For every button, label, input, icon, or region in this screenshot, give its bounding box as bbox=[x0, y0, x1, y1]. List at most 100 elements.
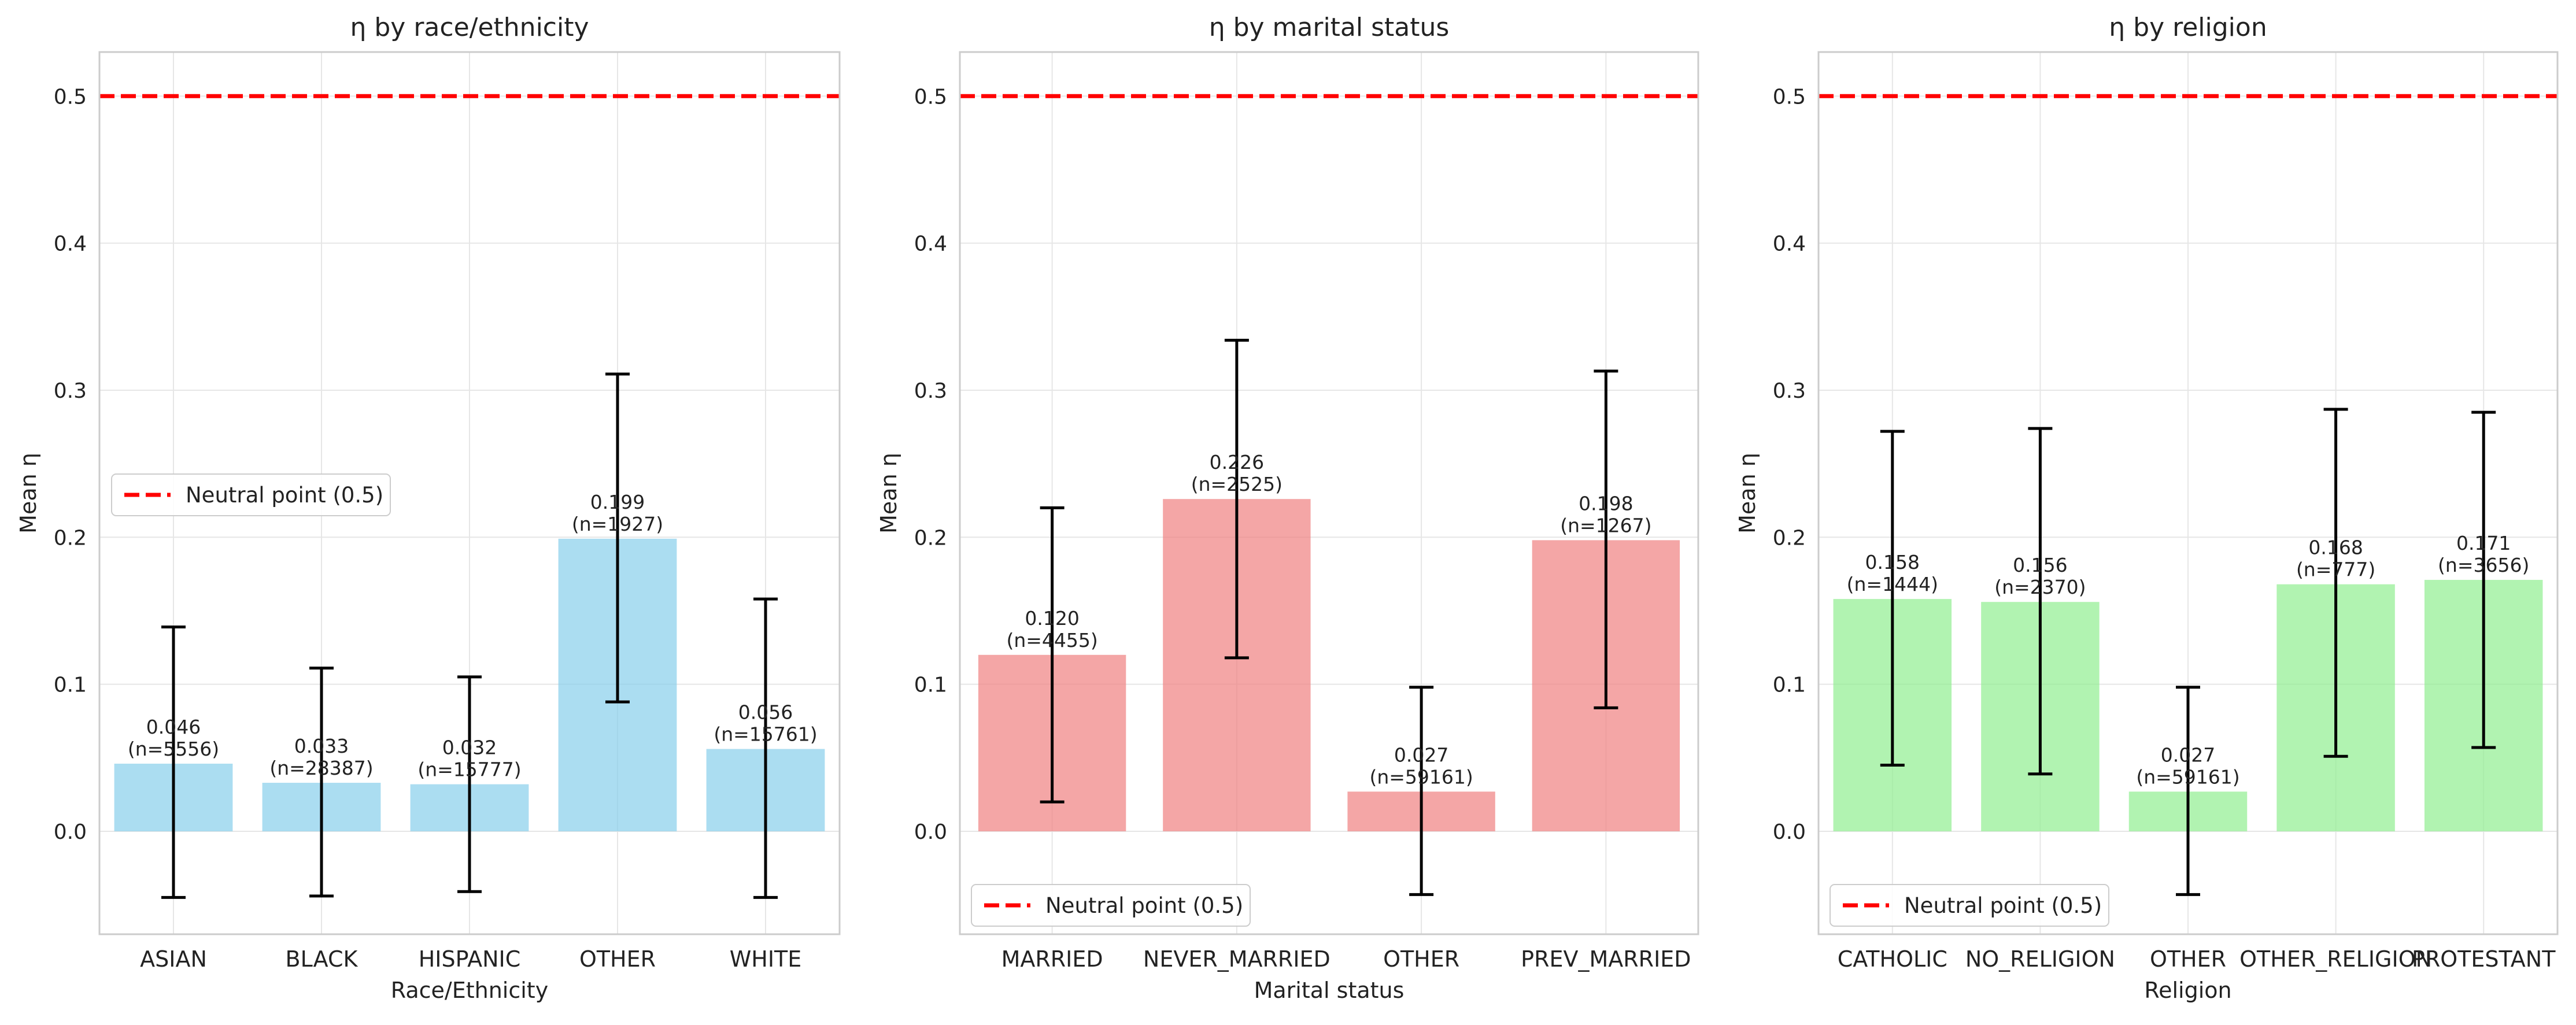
bar-count-label: (n=1267) bbox=[1560, 514, 1651, 536]
x-tick-label: CATHOLIC bbox=[1838, 946, 1947, 972]
chart-title: η by marital status bbox=[1209, 13, 1450, 42]
bar-value-label: 0.056 bbox=[738, 701, 793, 724]
legend-label: Neutral point (0.5) bbox=[1045, 893, 1243, 918]
error-bar bbox=[605, 372, 630, 704]
error-bar bbox=[2471, 410, 2496, 749]
legend-box bbox=[1830, 884, 2109, 927]
y-tick-label: 0.3 bbox=[914, 379, 947, 403]
x-axis-label: Race/Ethnicity bbox=[391, 978, 548, 1003]
x-tick-label: NEVER_MARRIED bbox=[1143, 946, 1330, 972]
bar-count-label: (n=4455) bbox=[1006, 629, 1097, 652]
chart-title: η by religion bbox=[2109, 13, 2267, 42]
bar-value-label: 0.033 bbox=[294, 735, 349, 757]
x-axis-label: Religion bbox=[2144, 978, 2231, 1003]
x-tick-label: OTHER bbox=[1383, 946, 1459, 972]
axes-frame bbox=[98, 51, 841, 935]
y-axis-label: Mean η bbox=[876, 453, 901, 534]
legend-label: Neutral point (0.5) bbox=[1904, 893, 2102, 918]
error-bar bbox=[1224, 338, 1249, 660]
bar-value-label: 0.198 bbox=[1579, 492, 1633, 515]
error-bar bbox=[1594, 369, 1618, 709]
bar-value-label: 0.168 bbox=[2308, 536, 2363, 559]
y-tick-label: 0.5 bbox=[1773, 85, 1806, 109]
bar-value-label: 0.226 bbox=[1210, 451, 1264, 473]
legend: Neutral point (0.5) bbox=[971, 884, 1251, 927]
y-tick-label: 0.0 bbox=[914, 820, 947, 844]
y-tick-label: 0.2 bbox=[914, 526, 947, 550]
y-tick-label: 0.1 bbox=[54, 674, 87, 697]
y-axis-label: Mean η bbox=[16, 453, 41, 534]
bar-value-label: 0.120 bbox=[1025, 607, 1079, 630]
y-tick-label: 0.0 bbox=[1773, 820, 1806, 844]
x-tick-label: BLACK bbox=[286, 946, 359, 972]
y-tick-label: 0.1 bbox=[1773, 674, 1806, 697]
error-bar bbox=[161, 625, 186, 899]
x-tick-label: OTHER bbox=[2150, 946, 2226, 972]
legend: Neutral point (0.5) bbox=[111, 473, 391, 516]
legend-box bbox=[971, 884, 1251, 927]
y-tick-label: 0.2 bbox=[54, 526, 87, 550]
y-tick-label: 0.5 bbox=[54, 85, 87, 109]
bar-count-label: (n=2525) bbox=[1191, 473, 1283, 495]
y-tick-label: 0.3 bbox=[1773, 379, 1806, 403]
legend-label: Neutral point (0.5) bbox=[186, 483, 383, 508]
chart-panel: 0.0 0.1 0.2 0.3 0.4 0.5 0.120(n=4455) 0.226(n=2… bbox=[876, 13, 1699, 1003]
bar-value-label: 0.027 bbox=[1394, 743, 1448, 766]
bar-count-label: (n=59161) bbox=[2136, 765, 2239, 788]
bar-value-label: 0.158 bbox=[1865, 551, 1920, 573]
x-tick-label: HISPANIC bbox=[419, 946, 521, 972]
error-bar bbox=[1880, 430, 1905, 767]
axes-frame bbox=[959, 51, 1699, 935]
bar-count-label: (n=3656) bbox=[2438, 554, 2529, 576]
bar-count-label: (n=2370) bbox=[1994, 576, 2086, 598]
error-bar bbox=[309, 667, 334, 898]
bar-value-label: 0.027 bbox=[2161, 743, 2215, 766]
bar-count-label: (n=59161) bbox=[1369, 765, 1473, 788]
error-bar bbox=[2028, 427, 2053, 776]
bar-value-label: 0.199 bbox=[590, 491, 645, 513]
legend: Neutral point (0.5) bbox=[1830, 884, 2109, 927]
x-tick-label: OTHER bbox=[579, 946, 656, 972]
x-axis-label: Marital status bbox=[1254, 978, 1405, 1003]
axes-frame bbox=[1817, 51, 2559, 935]
x-tick-label: NO_RELIGION bbox=[1965, 946, 2115, 972]
error-bar bbox=[1040, 506, 1065, 804]
y-tick-label: 0.5 bbox=[914, 85, 947, 109]
error-bar bbox=[753, 597, 778, 899]
bar-count-label: (n=1927) bbox=[572, 513, 663, 535]
x-tick-label: MARRIED bbox=[1001, 946, 1103, 972]
y-tick-label: 0.0 bbox=[54, 820, 87, 844]
y-tick-label: 0.3 bbox=[54, 379, 87, 403]
y-tick-label: 0.4 bbox=[1773, 232, 1806, 256]
bar-value-label: 0.032 bbox=[442, 737, 497, 759]
bar-value-label: 0.156 bbox=[2013, 554, 2067, 576]
x-tick-label: WHITE bbox=[730, 946, 802, 972]
chart-panel: 0.0 0.1 0.2 0.3 0.4 0.5 0.046(n=5556) 0.033(n=2… bbox=[16, 13, 841, 1003]
bar-value-label: 0.171 bbox=[2456, 532, 2511, 554]
bar-value-label: 0.046 bbox=[146, 716, 201, 738]
bar-count-label: (n=1444) bbox=[1847, 573, 1938, 595]
bar-count-label: (n=28387) bbox=[269, 757, 373, 779]
y-tick-label: 0.2 bbox=[1773, 526, 1806, 550]
x-tick-label: ASIAN bbox=[140, 946, 207, 972]
bar-count-label: (n=5556) bbox=[128, 738, 219, 760]
x-tick-label: PREV_MARRIED bbox=[1521, 946, 1691, 972]
bar-count-label: (n=15761) bbox=[714, 723, 817, 746]
chart-panel: 0.0 0.1 0.2 0.3 0.4 0.5 0.158(n=1444) 0.156(n=2… bbox=[1735, 13, 2559, 1003]
y-tick-label: 0.1 bbox=[914, 674, 947, 697]
x-tick-label: PROTESTANT bbox=[2412, 946, 2556, 972]
y-tick-label: 0.4 bbox=[54, 232, 87, 256]
chart-title: η by race/ethnicity bbox=[350, 13, 589, 42]
error-bar bbox=[2176, 686, 2200, 896]
error-bar bbox=[2323, 408, 2348, 758]
error-bar bbox=[1409, 686, 1434, 896]
x-tick-label: OTHER_RELIGION bbox=[2239, 946, 2432, 972]
bar-count-label: (n=15777) bbox=[417, 758, 521, 781]
y-axis-label: Mean η bbox=[1735, 453, 1760, 534]
bar-count-label: (n=777) bbox=[2296, 558, 2375, 581]
error-bar bbox=[457, 675, 482, 893]
y-tick-label: 0.4 bbox=[914, 232, 947, 256]
legend-box bbox=[111, 473, 391, 516]
